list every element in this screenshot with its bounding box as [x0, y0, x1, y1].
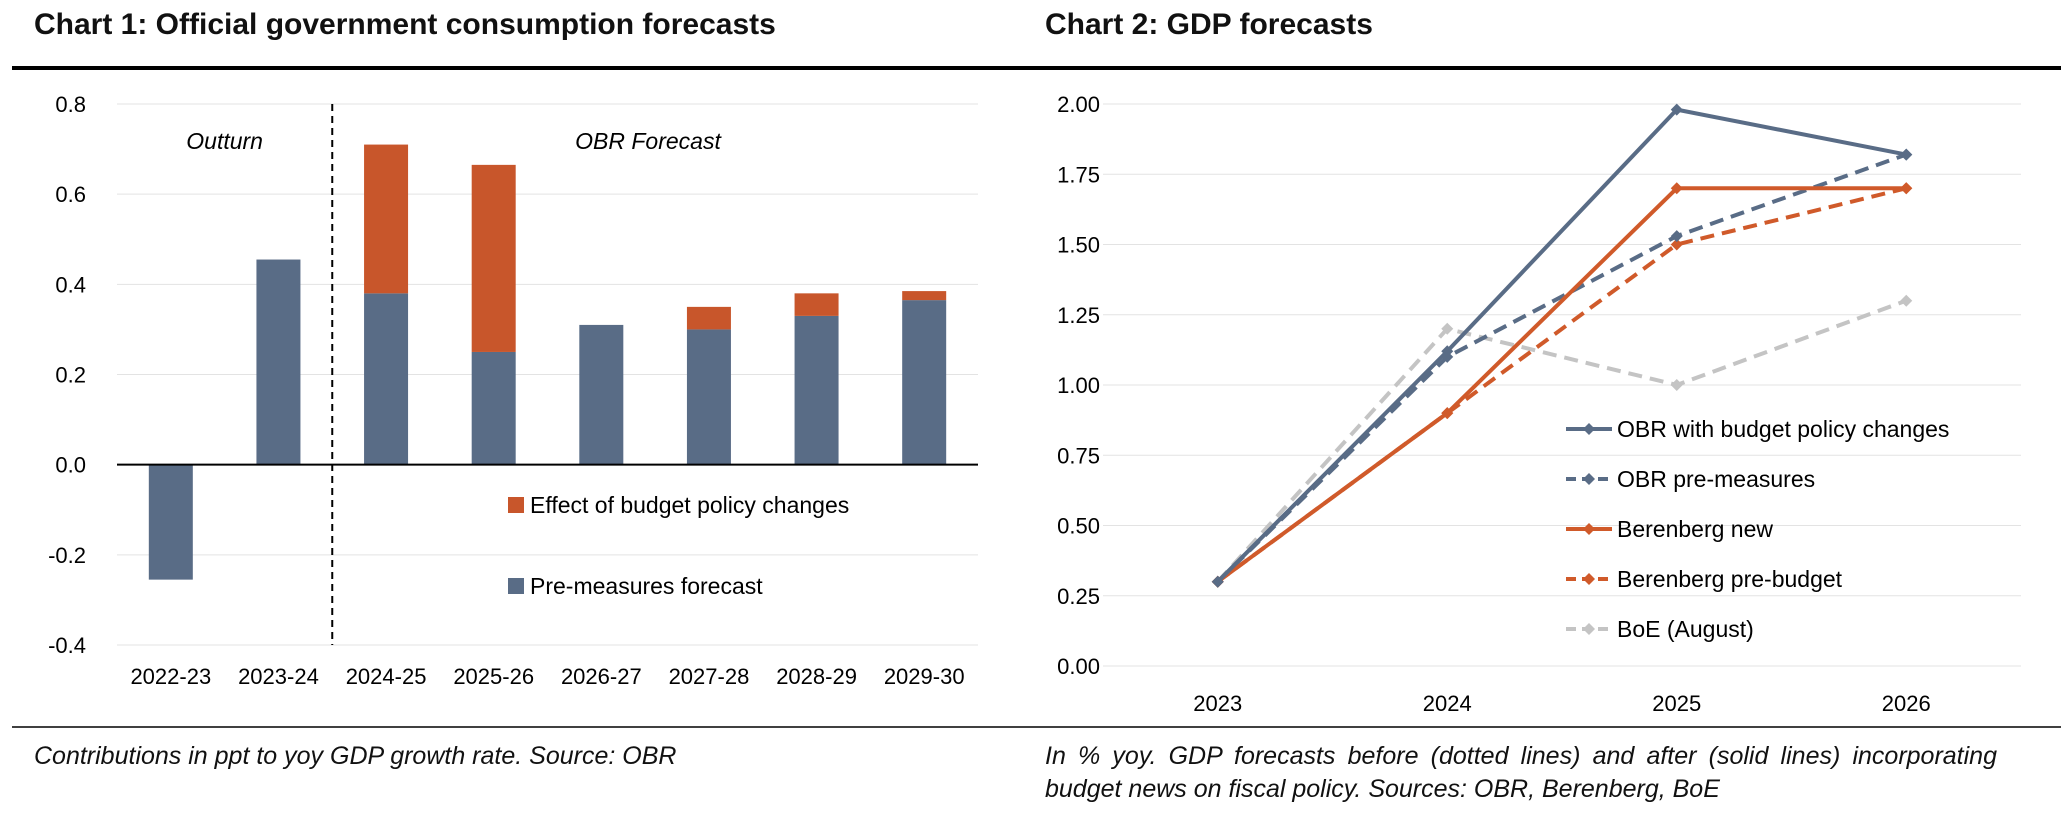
chart2-point-marker: [1900, 148, 1913, 161]
chart1-xtick-label: 2026-27: [561, 664, 642, 689]
chart1-xtick-label: 2024-25: [346, 664, 427, 689]
chart1-ytick-label: 0.4: [55, 272, 86, 297]
chart2-ytick-label: 1.25: [1057, 303, 1100, 328]
chart2-plot: 0.00 0.25 0.50 0.75 1.00 1.25 1.50 1.75 2.00 2023…: [1057, 92, 2021, 716]
chart2-ytick-label: 0.75: [1057, 443, 1100, 468]
chart2-legend-label: Berenberg pre-budget: [1617, 566, 1843, 592]
chart1-xtick-label: 2025-26: [453, 664, 534, 689]
chart2-legend-label: Berenberg new: [1617, 516, 1773, 542]
chart2-legend-label: OBR pre-measures: [1617, 466, 1815, 492]
chart1-ytick-label: 0.0: [55, 453, 86, 478]
chart2-point-marker: [1211, 575, 1224, 588]
chart2-point-marker: [1670, 182, 1683, 195]
chart2-xtick-label: 2025: [1652, 691, 1701, 716]
chart2-title: Chart 2: GDP forecasts: [1045, 8, 1373, 41]
chart1-bar-pre-measures: [686, 329, 731, 465]
chart1-bar-pre-measures: [471, 351, 516, 465]
chart1-xtick-label: 2022-23: [130, 664, 211, 689]
chart2-series-line: [1216, 186, 1907, 584]
chart2-legend-marker: [1583, 473, 1595, 485]
chart2-xtick-label: 2024: [1423, 691, 1472, 716]
chart1-ytick-label: 0.2: [55, 363, 86, 388]
chart2-point-marker: [1900, 294, 1913, 307]
chart1-bar-policy-effect: [686, 306, 731, 330]
chart1-annotation-forecast: OBR Forecast: [575, 128, 722, 154]
chart1-ytick-label: -0.2: [48, 543, 86, 568]
chart2-caption: In % yoy. GDP forecasts before (dotted l…: [1045, 742, 1997, 803]
chart2-ytick-label: 1.75: [1057, 162, 1100, 187]
chart1-ytick-label: 0.6: [55, 182, 86, 207]
chart2-point-marker: [1441, 345, 1454, 358]
chart1-xtick-label: 2023-24: [238, 664, 319, 689]
chart2-legend-marker: [1583, 423, 1595, 435]
chart2-legend-label: OBR with budget policy changes: [1617, 416, 1949, 442]
chart2-point-marker: [1441, 407, 1454, 420]
chart2-xtick-label: 2023: [1193, 691, 1242, 716]
chart1-bar-policy-effect: [364, 144, 409, 294]
chart1-legend-label: Pre-measures forecast: [530, 573, 763, 599]
chart1-bar-pre-measures: [256, 259, 301, 465]
chart1-bar-policy-effect: [471, 164, 516, 352]
chart1-bar-policy-effect: [794, 293, 839, 316]
chart2-point-marker: [1441, 322, 1454, 335]
chart1-bar-pre-measures: [794, 315, 839, 465]
chart1-xtick-label: 2029-30: [884, 664, 965, 689]
chart2-legend-marker: [1583, 623, 1595, 635]
chart1-bar-pre-measures: [364, 293, 409, 465]
chart2-point-marker: [1670, 230, 1683, 243]
chart1-annotation-outturn: Outturn: [186, 128, 263, 154]
chart1-bar-pre-measures: [579, 324, 624, 465]
chart1-legend-swatch: [508, 497, 524, 513]
chart2-series-line: [1216, 107, 1907, 584]
chart2-series-line: [1216, 152, 1907, 584]
chart1-legend-label: Effect of budget policy changes: [530, 492, 849, 518]
chart2-ytick-label: 1.00: [1057, 373, 1100, 398]
chart1-ytick-label: -0.4: [48, 633, 86, 658]
chart2-point-marker: [1670, 238, 1683, 251]
chart2-ytick-label: 0.00: [1057, 654, 1100, 679]
chart2-ytick-label: 0.25: [1057, 584, 1100, 609]
chart2-ytick-label: 1.50: [1057, 233, 1100, 258]
chart2-legend-marker: [1583, 573, 1595, 585]
chart1-legend-swatch: [508, 578, 524, 594]
chart1-caption: Contributions in ppt to yoy GDP growth r…: [34, 742, 677, 770]
chart2-ytick-label: 0.50: [1057, 514, 1100, 539]
chart1-bar-policy-effect: [902, 291, 947, 301]
chart2-ytick-label: 2.00: [1057, 92, 1100, 117]
chart1-xtick-label: 2027-28: [669, 664, 750, 689]
chart1-title: Chart 1: Official government consumption…: [34, 8, 776, 41]
chart2-xtick-label: 2026: [1882, 691, 1931, 716]
chart2-legend-marker: [1583, 523, 1595, 535]
chart2-point-marker: [1900, 182, 1913, 195]
chart1-plot: -0.4 -0.2 0.0 0.2 0.4 0.6 0.8 2022-23 2023-24 202…: [48, 92, 978, 689]
chart2-legend-label: BoE (August): [1617, 616, 1754, 642]
chart2-point-marker: [1670, 379, 1683, 391]
chart2-point-marker: [1670, 103, 1683, 116]
chart1-ytick-label: 0.8: [55, 92, 86, 117]
chart1-xtick-label: 2028-29: [776, 664, 857, 689]
chart1-bar-pre-measures: [148, 464, 193, 580]
chart1-bar-pre-measures: [902, 300, 947, 465]
